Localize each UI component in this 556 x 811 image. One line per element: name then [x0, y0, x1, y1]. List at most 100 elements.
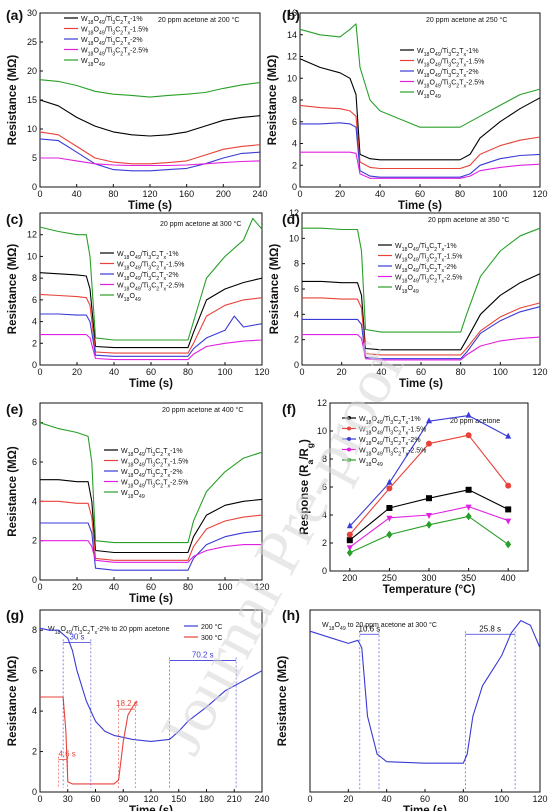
- x-tick-label: 80: [183, 582, 193, 592]
- x-tick-label: 200: [216, 189, 231, 199]
- legend-label: W18O49: [81, 58, 105, 68]
- x-tick-label: 20: [72, 367, 82, 377]
- legend-label: W18O49/Ti3C2Tx-1.5%: [121, 459, 188, 469]
- legend-label: W18O49/Ti3C2Tx-1%: [417, 48, 479, 58]
- y-tick-label: 30: [27, 8, 37, 18]
- series-line: [302, 227, 541, 333]
- x-tick-label: 60: [416, 367, 426, 377]
- series-line: [39, 422, 263, 544]
- series-line: [302, 306, 541, 360]
- data-point: [505, 506, 512, 513]
- x-tick-label: 120: [142, 189, 157, 199]
- x-tick-label: 60: [146, 367, 156, 377]
- legend-label: W18O49/Ti3C2Tx-2%: [117, 272, 179, 282]
- y-tick-label: 0: [32, 575, 37, 585]
- y-tick-label: 6: [292, 117, 297, 127]
- x-tick-label: 300: [421, 573, 436, 583]
- data-point: [505, 482, 512, 489]
- panel-label: (e): [6, 401, 23, 417]
- data-point: [426, 520, 432, 529]
- plot-frame: [309, 609, 541, 793]
- data-point: [465, 411, 472, 418]
- x-axis-title: Time (s): [129, 805, 173, 811]
- condition-note: 20 ppm acetone at 200 °C: [158, 16, 239, 24]
- legend-label: W18O49/Ti3C2Tx-1%: [81, 16, 143, 26]
- y-tick-label: 4: [322, 510, 327, 520]
- x-tick-label: 20: [337, 367, 347, 377]
- y-tick-label: 5: [32, 153, 37, 163]
- condition-note: W18O49 to 20 ppm acetone at 300 °C: [322, 621, 437, 632]
- plot-frame: [39, 402, 263, 581]
- series-line: [300, 122, 541, 178]
- x-tick-label: 30: [63, 794, 73, 804]
- y-tick-label: 10: [27, 251, 37, 261]
- series-line: [302, 297, 541, 356]
- x-tick-label: 240: [254, 794, 269, 804]
- legend-label: W18O49/Ti3C2Tx-1%: [117, 251, 179, 261]
- y-tick-label: 0: [294, 360, 299, 370]
- x-tick-label: 100: [217, 367, 232, 377]
- series-line: [40, 540, 262, 563]
- x-tick-label: 60: [146, 582, 156, 592]
- x-tick-label: 120: [532, 367, 547, 377]
- y-tick-label: 8: [322, 454, 327, 464]
- panel-label: (c): [6, 211, 23, 227]
- series-line: [39, 627, 263, 742]
- x-tick-label: 200: [342, 573, 357, 583]
- y-axis-title: Resistance (MΩ): [7, 656, 19, 747]
- plot-frame: [301, 212, 541, 366]
- chart-panel-g: (g) 0 30 60 90 120 150 180 210 240 0 2 4 6 8 Time (s) Re…: [6, 607, 270, 811]
- x-tick-label: 20: [343, 794, 353, 804]
- data-point: [505, 540, 512, 549]
- panel-label: (b): [282, 7, 300, 23]
- data-point: [386, 515, 393, 522]
- x-tick-label: 80: [458, 794, 468, 804]
- y-axis-title: Resistance (MΩ): [269, 244, 281, 335]
- series-line: [40, 696, 138, 785]
- y-tick-label: 8: [294, 259, 299, 269]
- legend-label: W18O49/Ti3C2Tx-2.5%: [395, 275, 462, 285]
- series-line: [299, 23, 541, 128]
- series-line: [39, 138, 261, 172]
- chart-panel-f: (f) 200 250 300 350 400 0 2 4 6 8 10 12 Temperature (…: [282, 398, 529, 596]
- x-tick-label: 120: [532, 794, 547, 804]
- data-point: [346, 531, 353, 538]
- data-point: [386, 530, 393, 539]
- plot-frame: [299, 12, 541, 188]
- x-tick-label: 0: [297, 189, 302, 199]
- x-tick-label: 0: [37, 582, 42, 592]
- y-tick-label: 8: [32, 273, 37, 283]
- legend-label: W18O49: [121, 490, 145, 500]
- x-axis-title: Time (s): [129, 378, 173, 390]
- x-tick-label: 40: [109, 367, 119, 377]
- legend-label: 200 °C: [201, 623, 222, 631]
- legend-marker: [347, 416, 351, 420]
- chart-panel-d: (d) 0 20 40 60 80 100 120 0 2 4 6 8 10 12 Time (s) Resis…: [269, 208, 548, 390]
- legend-label: W18O49/Ti3C2Tx-1%: [359, 416, 421, 426]
- y-tick-label: 0: [32, 360, 37, 370]
- legend-label: W18O49/Ti3C2Tx-2.5%: [81, 48, 148, 58]
- annotation-label: 18.2 s: [116, 699, 138, 708]
- y-tick-label: 10: [27, 124, 37, 134]
- x-tick-label: 100: [217, 582, 232, 592]
- y-tick-label: 4: [32, 706, 37, 716]
- y-tick-label: 12: [287, 52, 297, 62]
- y-tick-label: 15: [27, 95, 37, 105]
- y-tick-label: 6: [294, 284, 299, 294]
- x-tick-label: 120: [143, 794, 158, 804]
- y-axis-title: Resistance (MΩ): [7, 55, 19, 146]
- condition-note: 20 ppm acetone: [450, 418, 500, 425]
- x-tick-label: 60: [90, 794, 100, 804]
- data-point: [426, 495, 432, 502]
- legend-label: W18O49/Ti3C2Tx-2.5%: [417, 80, 484, 90]
- legend-label: W18O49/Ti3C2Tx-2.5%: [117, 283, 184, 293]
- chart-panel-h: (h) 0 20 40 60 80 100 120 Time (s) Resistance (MΩ…: [277, 607, 548, 811]
- x-tick-label: 210: [227, 794, 242, 804]
- y-tick-label: 10: [287, 73, 297, 83]
- legend-label: W18O49/Ti3C2Tx-2.5%: [359, 448, 426, 458]
- x-tick-label: 0: [299, 367, 304, 377]
- data-point: [465, 432, 472, 439]
- legend-label: W18O49/Ti3C2Tx-1%: [395, 243, 457, 253]
- x-tick-label: 40: [376, 367, 386, 377]
